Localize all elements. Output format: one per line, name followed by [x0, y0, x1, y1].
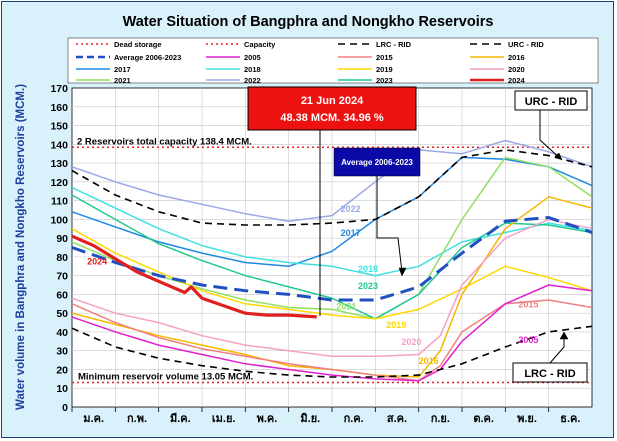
x-tick-label: ส.ค.: [387, 413, 407, 425]
legend-label-y2022: 2022: [244, 76, 261, 85]
x-tick-label: ธ.ค.: [560, 413, 580, 425]
legend-box: [67, 37, 599, 84]
series-line-y2022: [71, 139, 593, 222]
x-tick-label: เม.ย.: [212, 413, 236, 425]
lrc-box-label: LRC - RID: [524, 368, 575, 380]
urc-box-label: URC - RID: [525, 96, 578, 108]
y-tick-label: 130: [50, 158, 68, 170]
legend-label-dead: Dead storage: [114, 40, 162, 49]
y-tick-label: 100: [50, 214, 68, 226]
series-label-y2017: 2017: [341, 228, 361, 238]
y-tick-label: 20: [56, 364, 68, 376]
series-label-y2024: 2024: [87, 256, 107, 266]
annotations: 2 Reservoirs total capacity 138.4 MCM. Mi…: [77, 86, 588, 383]
legend-label-y2019: 2019: [376, 65, 393, 74]
series-line-y2015: [71, 299, 593, 382]
urc-pointer: [531, 109, 563, 161]
x-tick-label: ต.ค.: [473, 413, 494, 425]
reference-lines: [72, 146, 592, 384]
y-tick-label: 40: [56, 327, 68, 339]
callout-box: [247, 86, 417, 131]
y-tick-label: 170: [50, 83, 68, 95]
x-tick-label: มิ.ย.: [300, 412, 320, 425]
x-tick-label: มี.ค.: [170, 412, 191, 425]
series-line-y2019: [71, 228, 593, 320]
legend-label-y2018: 2018: [244, 65, 261, 74]
y-tick-label: 50: [56, 308, 68, 320]
legend-label-y2017: 2017: [114, 65, 131, 74]
series-line-y2024: [71, 234, 317, 319]
x-tick-label: ก.พ.: [127, 413, 147, 425]
series-label-y2023: 2023: [358, 281, 378, 291]
legend-label-y2021: 2021: [114, 76, 131, 85]
y-tick-label: 10: [56, 383, 68, 395]
legend: Dead storage Capacity LRC - RID URC - RID Av…: [76, 40, 544, 85]
y-tick-label: 160: [50, 102, 68, 114]
series-label-y2020: 2020: [401, 337, 421, 347]
series-line-y2017: [71, 156, 593, 268]
lrc-pointer-arrowhead: [559, 331, 569, 340]
y-tick-label: 140: [50, 139, 68, 151]
series-line-lrc: [71, 325, 593, 378]
series-label-y2016: 2016: [419, 356, 439, 366]
average-box: [333, 147, 421, 177]
legend-label-y2023: 2023: [376, 76, 393, 85]
series-lines: [71, 139, 593, 382]
series-line-y2020: [71, 218, 593, 358]
legend-label-urc: URC - RID: [508, 40, 544, 49]
legend-label-y2016: 2016: [508, 53, 525, 62]
capacity-annotation: 2 Reservoirs total capacity 138.4 MCM.: [77, 136, 252, 147]
urc-pointer-arrowhead: [554, 152, 563, 161]
legend-label-y2005: 2005: [244, 53, 261, 62]
y-tick-label: 120: [50, 177, 68, 189]
legend-label-avg: Average 2006-2023: [114, 53, 181, 62]
callout-value: 48.38 MCM. 34.96 %: [280, 112, 384, 124]
x-tick-label: พ.ค.: [257, 413, 278, 425]
x-tick-label: พ.ย.: [517, 413, 537, 425]
series-line-y2023: [71, 194, 593, 320]
legend-label-y2020: 2020: [508, 65, 525, 74]
y-axis-label: Water volume in Bangphra and Nongkho Res…: [15, 84, 27, 410]
chart-title: Water Situation of Bangphra and Nongkho …: [123, 14, 494, 30]
average-pointer-arrowhead: [398, 267, 407, 277]
series-label-y2019: 2019: [386, 320, 406, 330]
y-tick-label: 30: [56, 346, 68, 358]
series-line-urc: [71, 149, 593, 226]
legend-label-y2015: 2015: [376, 53, 393, 62]
urc-box: [514, 90, 588, 111]
series-label-y2021: 2021: [336, 301, 356, 311]
callout-date: 21 Jun 2024: [301, 95, 364, 107]
x-axis-ticks: ม.ค. ก.พ. มี.ค. เม.ย. พ.ค. มิ.ย. ก.ค. ส.ค. ก.ย. ต…: [71, 407, 580, 425]
series-label-y2022: 2022: [341, 204, 361, 214]
y-tick-label: 80: [56, 252, 68, 264]
legend-label-lrc: LRC - RID: [376, 40, 412, 49]
y-tick-label: 90: [56, 233, 68, 245]
x-tick-label: ม.ค.: [83, 413, 104, 425]
y-tick-label: 0: [62, 402, 68, 414]
series-line-y2018: [71, 186, 593, 277]
x-tick-label: ก.ค.: [344, 413, 364, 425]
y-tick-label: 60: [56, 289, 68, 301]
y-tick-label: 70: [56, 271, 68, 283]
x-tick-label: ก.ย.: [431, 413, 450, 425]
minimum-volume-annotation: Minimum reservoir volume 13.05 MCM.: [78, 372, 253, 383]
average-box-label: Average 2006-2023: [341, 158, 413, 167]
y-axis-ticks: 0 10 20 30 40 50 60 70 80 90 100 110 120 130 140 150 160…: [50, 83, 68, 414]
y-tick-label: 150: [50, 121, 68, 133]
average-pointer: [376, 176, 403, 273]
series-line-avg: [71, 216, 593, 302]
legend-label-y2024: 2024: [508, 76, 526, 85]
series-label-y2005: 2005: [518, 335, 538, 345]
series-label-y2018: 2018: [358, 264, 378, 274]
legend-label-cap: Capacity: [244, 40, 276, 49]
series-label-y2015: 2015: [518, 300, 538, 310]
y-tick-label: 110: [51, 196, 68, 208]
